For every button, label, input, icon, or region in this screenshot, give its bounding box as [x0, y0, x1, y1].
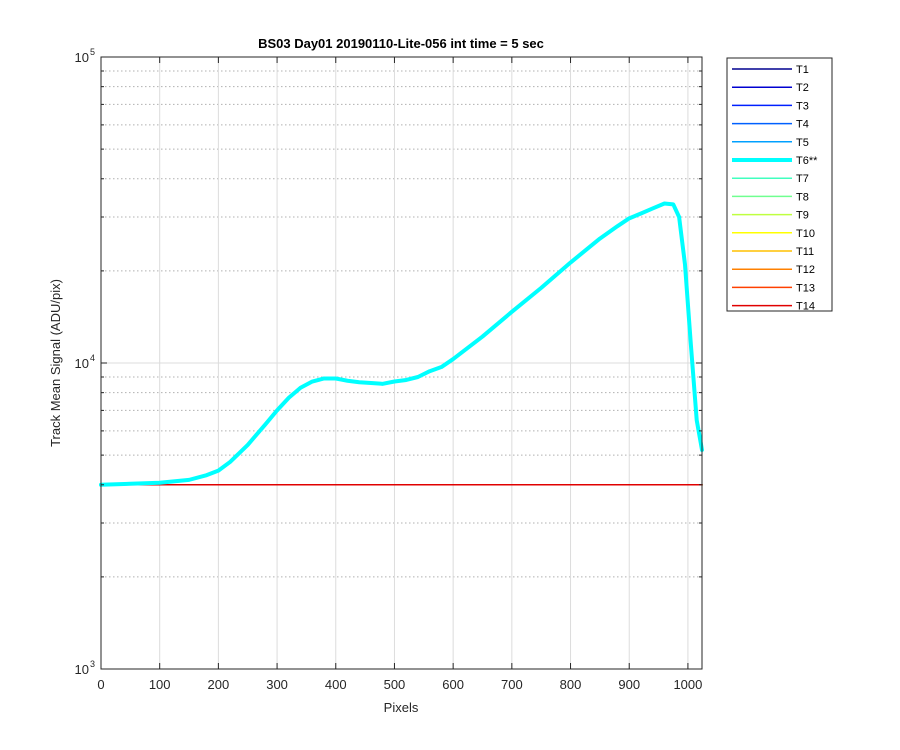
legend-entry-label: T1 [796, 64, 809, 76]
legend: T1 T2 T3 T4 T5 T6** T7 T8 T9 T10 T11 T12 T13 T14 [726, 57, 833, 313]
y-tick-exponent: 3 [90, 659, 95, 669]
legend-entry-label: T2 [796, 82, 809, 94]
legend-entry-label: T7 [796, 173, 809, 185]
legend-entry-label: T10 [796, 228, 815, 240]
x-axis-label: Pixels [384, 700, 419, 715]
legend-entry-label: T3 [796, 100, 809, 112]
x-tick-label: 200 [208, 677, 230, 692]
series-group [99, 201, 704, 487]
x-tick-label: 1000 [673, 677, 702, 692]
legend-entry-label: T14 [796, 301, 815, 313]
legend-entry-label: T11 [796, 246, 814, 258]
legend-entry-label: T6** [796, 155, 818, 167]
x-tick-label: 0 [97, 677, 104, 692]
x-tick-label: 400 [325, 677, 347, 692]
x-tick-labels: 0 100 200 300 400 500 600 700 800 900 1000 [97, 677, 702, 692]
series-line-T6 [99, 201, 704, 487]
legend-entry-label: T5 [796, 137, 809, 149]
x-tick-label: 800 [560, 677, 582, 692]
y-tick-label: 10 [75, 50, 89, 65]
legend-box [726, 57, 833, 312]
legend-entry-label: T13 [796, 282, 815, 294]
legend-entry-label: T4 [796, 119, 809, 131]
legend-entry-label: T9 [796, 210, 809, 222]
y-tick-label: 10 [75, 662, 89, 677]
legend-entry-label: T12 [796, 264, 815, 276]
x-tick-label: 300 [266, 677, 288, 692]
y-tick-label: 10 [75, 356, 89, 371]
x-tick-label: 500 [384, 677, 406, 692]
x-tick-label: 600 [442, 677, 464, 692]
x-tick-label: 900 [618, 677, 640, 692]
chart-title: BS03 Day01 20190110-Lite-056 int time = … [258, 36, 544, 51]
axis-ticks [100, 56, 702, 670]
y-tick-exponent: 5 [90, 47, 95, 57]
y-tick-exponent: 4 [90, 353, 95, 363]
x-tick-label: 700 [501, 677, 523, 692]
legend-entry-label: T8 [796, 191, 809, 203]
y-axis-label: Track Mean Signal (ADU/pix) [48, 279, 63, 447]
x-tick-label: 100 [149, 677, 171, 692]
